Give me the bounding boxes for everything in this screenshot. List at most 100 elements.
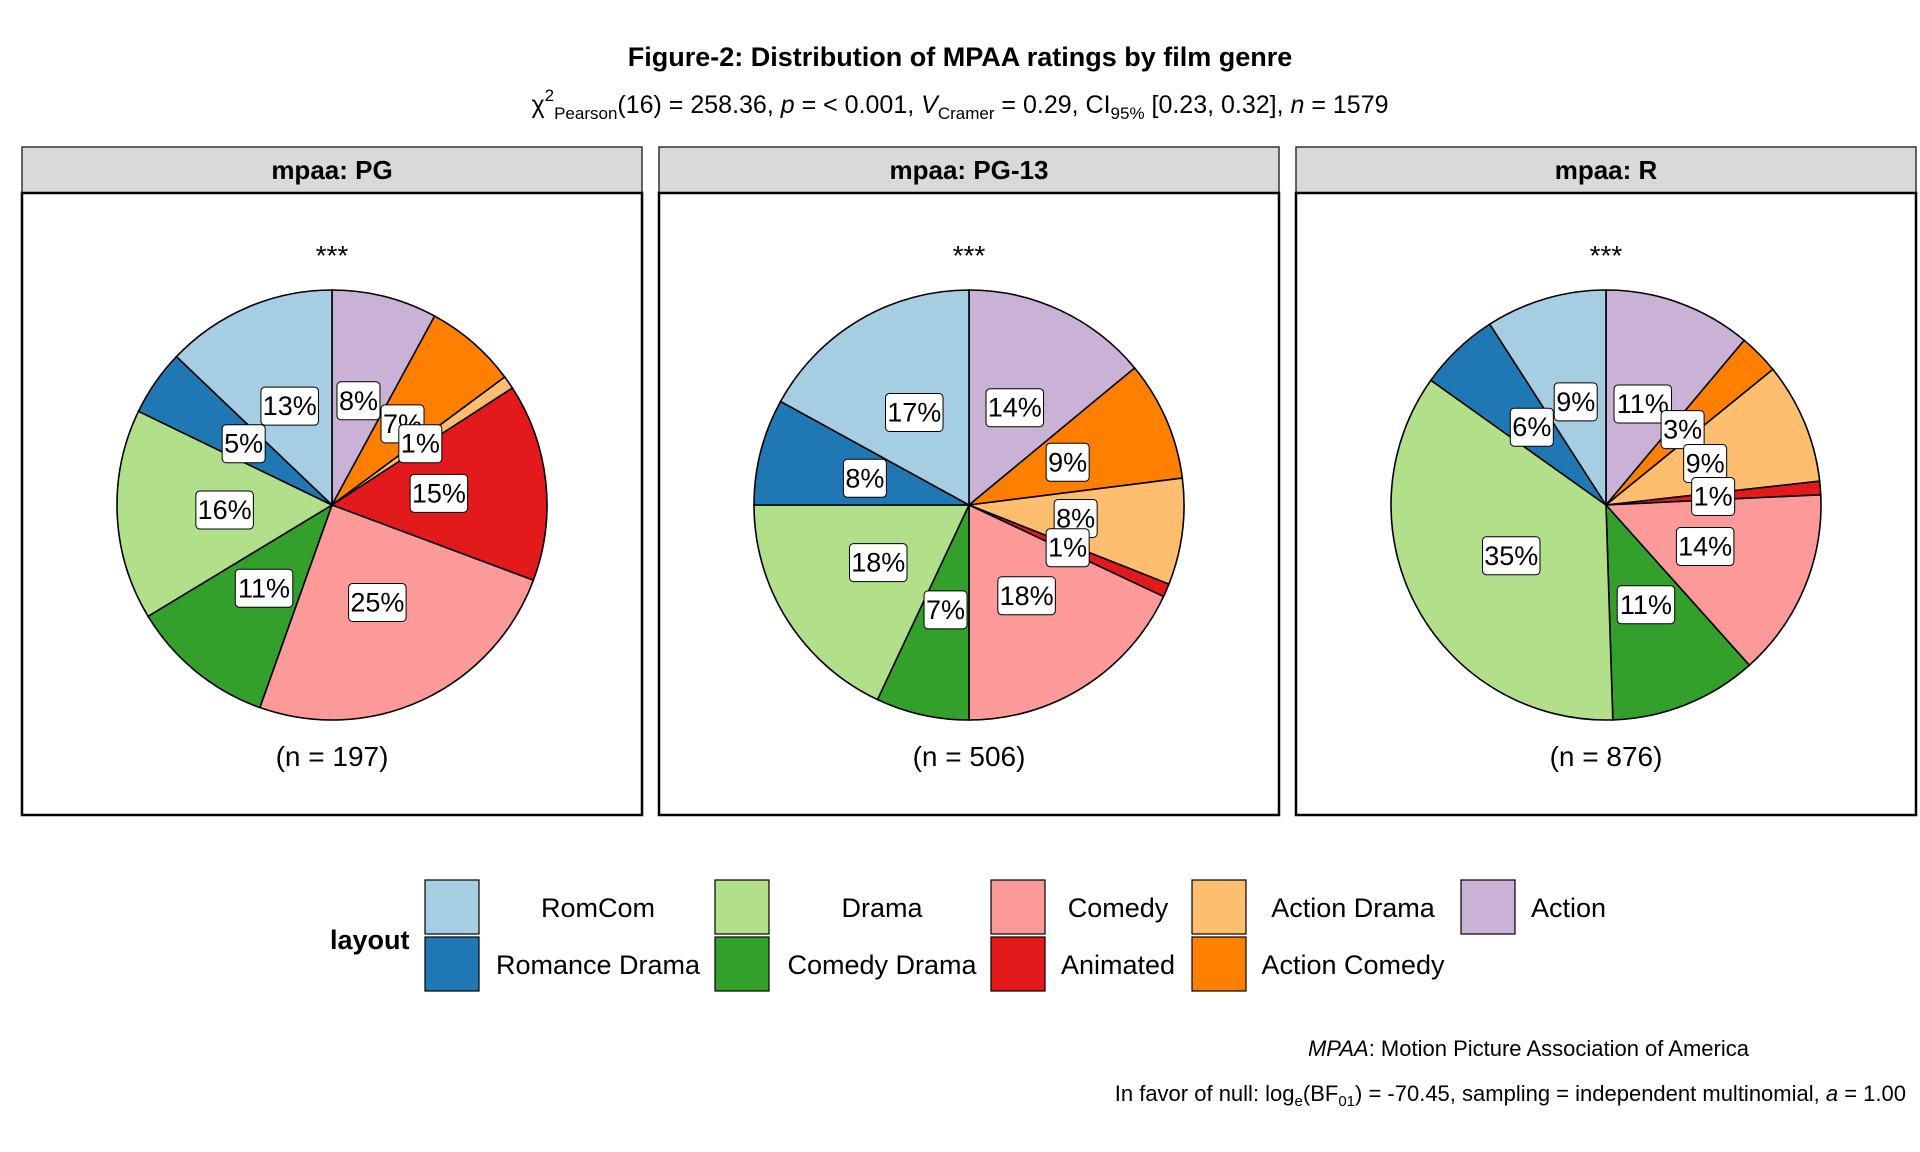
slice-label-box	[923, 590, 968, 630]
legend-item-action: Action	[1460, 879, 1606, 935]
slice-action	[331, 289, 436, 506]
slice-label-comedy: 18%	[997, 576, 1056, 616]
slice-label-box	[234, 568, 294, 608]
slice-label-text: 14%	[988, 393, 1042, 423]
panel-strip	[21, 146, 643, 194]
legend-key-comedy-drama	[714, 936, 770, 992]
slice-label-box	[885, 392, 944, 432]
slice-label-box	[848, 543, 908, 583]
slice-label-action-drama: 1%	[398, 424, 443, 464]
legend-label: Drama	[841, 893, 923, 923]
slice-label-comedy: 25%	[348, 582, 407, 622]
panel-strip-label: mpaa: PG-13	[890, 155, 1049, 185]
slice-label-box	[997, 576, 1056, 616]
legend-item-comedy-drama: Comedy Drama	[714, 936, 978, 992]
slice-label-romcom: 13%	[260, 386, 319, 426]
legend-label: Comedy	[1068, 893, 1169, 923]
panel-mpaa-pg-13: mpaa: PG-13***14%9%8%1%18%7%18%8%17%(n =…	[657, 146, 1281, 817]
slice-label-box	[1045, 528, 1090, 568]
caption-line-1: MPAA: Motion Picture Association of Amer…	[1307, 1036, 1749, 1061]
panel-strip-label: mpaa: PG	[271, 155, 392, 185]
slice-label-text: 11%	[238, 573, 290, 603]
legend-label: RomCom	[541, 893, 655, 923]
slice-drama	[753, 504, 971, 701]
legend-label: Action Drama	[1271, 893, 1436, 923]
slice-label-animated: 15%	[409, 473, 469, 513]
slice-label-text: 17%	[887, 397, 941, 427]
caption-line-2: In favor of null: loge(BF01) = -70.45, s…	[1114, 1081, 1906, 1110]
slice-label-text: 18%	[851, 548, 905, 578]
slice-label-animated: 1%	[1691, 476, 1736, 516]
slice-label-text: 1%	[1694, 481, 1733, 511]
legend-key-drama	[714, 879, 770, 935]
significance-label: ***	[953, 240, 986, 271]
legend-item-romance-drama: Romance Drama	[424, 936, 701, 992]
slice-romcom	[779, 289, 970, 507]
slice-label-text: 9%	[1556, 387, 1595, 417]
slice-label-box	[1675, 527, 1735, 567]
sample-size-label: (n = 876)	[1550, 741, 1663, 772]
slice-label-text: 8%	[339, 386, 378, 416]
slice-label-drama: 18%	[848, 543, 908, 583]
slice-label-text: 35%	[1484, 541, 1538, 571]
slice-comedy-drama	[1605, 502, 1751, 721]
slice-label-box	[195, 490, 254, 530]
slice-label-text: 7%	[926, 595, 965, 625]
legend-item-action-comedy: Action Comedy	[1191, 936, 1445, 992]
chart-subtitle: χ2Pearson(16) = 258.36, p = < 0.001, VCr…	[531, 86, 1389, 123]
panel-strip-label: mpaa: R	[1555, 155, 1658, 185]
legend-label: Romance Drama	[496, 950, 701, 980]
slice-romcom	[175, 289, 333, 507]
sample-size-label: (n = 506)	[913, 741, 1026, 772]
slice-action	[1605, 289, 1746, 508]
slice-label-animated: 1%	[1045, 528, 1090, 568]
legend-label: Action Comedy	[1261, 950, 1445, 980]
sample-size-label: (n = 197)	[276, 741, 389, 772]
chart-title: Figure-2: Distribution of MPAA ratings b…	[627, 42, 1293, 72]
panel-mpaa-r: mpaa: R***11%3%9%1%14%11%35%6%9%(n = 876…	[1294, 146, 1918, 817]
legend-label: Action	[1531, 893, 1606, 923]
slice-label-romance-drama: 5%	[221, 424, 266, 464]
slice-label-drama: 16%	[195, 490, 254, 530]
slice-label-comedy-drama: 7%	[923, 590, 968, 630]
slice-label-box	[1616, 585, 1676, 625]
slice-label-box	[1553, 382, 1598, 422]
slice-label-text: 13%	[263, 391, 317, 421]
slice-label-romance-drama: 6%	[1509, 407, 1554, 447]
slice-comedy	[1604, 493, 1822, 667]
slice-label-text: 14%	[1678, 532, 1732, 562]
legend-key-animated	[990, 936, 1046, 992]
slice-label-box	[842, 458, 887, 498]
slice-label-box	[1660, 410, 1705, 450]
slice-label-text: 18%	[1000, 581, 1054, 611]
slice-label-text: 25%	[350, 587, 404, 617]
slice-label-action: 8%	[336, 381, 381, 421]
slice-romance-drama	[753, 400, 970, 506]
slice-action	[968, 289, 1136, 507]
slice-label-romcom: 9%	[1553, 382, 1598, 422]
chi-symbol: χ2Pearson	[531, 86, 618, 123]
slice-label-text: 6%	[1512, 412, 1551, 442]
legend: layout RomCom Romance Drama Drama Comedy Dra…	[330, 879, 1606, 992]
slice-label-box	[1481, 536, 1541, 576]
slice-label-text: 8%	[845, 463, 884, 493]
legend-key-action	[1460, 879, 1516, 935]
slice-label-action: 14%	[985, 388, 1045, 428]
slice-label-box	[1613, 384, 1673, 424]
legend-title: layout	[330, 925, 410, 955]
slice-label-box	[1691, 476, 1736, 516]
slice-comedy	[968, 503, 1165, 721]
slice-label-comedy: 14%	[1675, 527, 1735, 567]
legend-label: Comedy Drama	[787, 950, 977, 980]
legend-item-comedy: Comedy	[990, 879, 1169, 935]
slice-label-text: 5%	[224, 429, 263, 459]
slice-label-comedy-drama: 11%	[1616, 585, 1676, 625]
slice-label-box	[221, 424, 266, 464]
legend-label: Animated	[1061, 950, 1175, 980]
slice-label-action-comedy: 9%	[1045, 442, 1090, 482]
slice-label-text: 9%	[1686, 448, 1725, 478]
legend-key-action-comedy	[1191, 936, 1247, 992]
legend-item-animated: Animated	[990, 936, 1175, 992]
slice-romcom	[1488, 289, 1607, 508]
